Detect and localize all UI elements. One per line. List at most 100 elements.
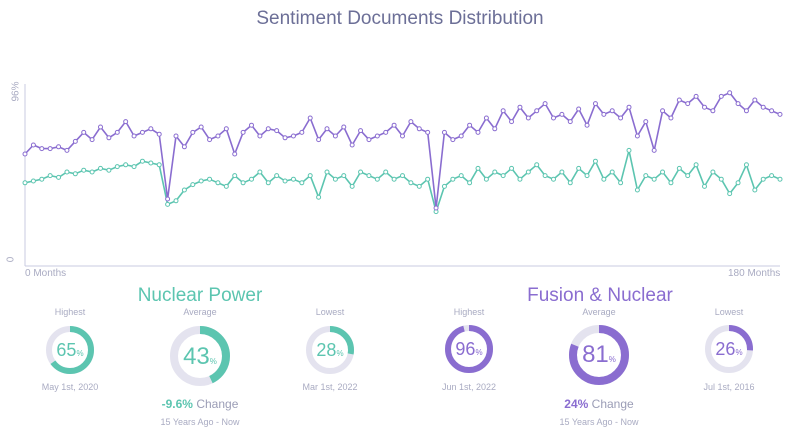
data-point xyxy=(139,129,145,135)
data-point xyxy=(358,128,364,134)
data-point xyxy=(89,169,95,175)
data-point xyxy=(341,124,347,130)
data-point xyxy=(651,176,657,182)
data-point xyxy=(492,169,498,175)
data-point xyxy=(257,169,263,175)
x-tick-start: 0 Months xyxy=(25,268,67,279)
data-point xyxy=(500,173,506,179)
data-point xyxy=(64,169,70,175)
fusion-lowest-label: Lowest xyxy=(714,307,744,317)
data-point xyxy=(551,115,556,121)
data-point xyxy=(391,176,397,182)
data-point xyxy=(366,137,372,143)
y-tick-max: 96% xyxy=(10,81,22,102)
series-1 xyxy=(22,147,783,215)
nuclear-change: -9.6% Change xyxy=(161,397,239,411)
data-point xyxy=(576,106,582,112)
data-point xyxy=(240,180,246,186)
data-point xyxy=(676,97,682,103)
data-point xyxy=(156,131,162,137)
data-point xyxy=(165,201,171,207)
data-point xyxy=(383,129,389,135)
data-point xyxy=(752,187,758,193)
data-point xyxy=(425,176,431,182)
data-point xyxy=(660,108,666,114)
data-point xyxy=(56,144,62,150)
data-point xyxy=(743,162,749,168)
data-point xyxy=(232,151,238,157)
data-point xyxy=(358,169,364,175)
data-point xyxy=(509,165,515,171)
data-point xyxy=(450,176,456,182)
data-point xyxy=(139,158,145,164)
data-point xyxy=(299,180,305,186)
fusion-change: 24% Change xyxy=(564,397,634,411)
data-point xyxy=(685,101,691,107)
data-point xyxy=(475,129,481,135)
data-point xyxy=(693,162,699,168)
data-point xyxy=(22,151,28,157)
data-point xyxy=(173,133,179,139)
data-point xyxy=(332,176,338,182)
data-point xyxy=(39,176,45,182)
line-chart xyxy=(22,84,783,267)
nuclear-period: 15 Years Ago - Now xyxy=(160,417,240,427)
data-point xyxy=(626,147,632,153)
data-point xyxy=(274,128,280,134)
data-point xyxy=(517,176,523,182)
data-point xyxy=(207,137,213,143)
data-point xyxy=(710,108,716,114)
data-point xyxy=(39,146,45,152)
data-point xyxy=(492,126,498,132)
data-point xyxy=(383,169,389,175)
data-point xyxy=(290,133,296,139)
data-point xyxy=(249,122,254,128)
data-point xyxy=(727,191,733,197)
data-point xyxy=(366,173,372,179)
data-point xyxy=(584,173,590,179)
data-point xyxy=(441,129,447,135)
data-point xyxy=(223,126,229,132)
data-point xyxy=(760,104,766,110)
data-point xyxy=(743,108,749,114)
series-0 xyxy=(22,90,783,211)
data-point xyxy=(668,180,674,186)
data-point xyxy=(148,160,154,166)
data-point xyxy=(567,119,573,125)
data-point xyxy=(542,173,548,179)
data-point xyxy=(668,115,674,121)
data-point xyxy=(618,115,624,121)
data-point xyxy=(525,115,531,121)
data-point xyxy=(769,173,775,179)
nuclear-power-title: Nuclear Power xyxy=(137,285,263,306)
data-point xyxy=(592,101,598,107)
data-point xyxy=(634,133,640,139)
data-point xyxy=(173,198,179,204)
data-point xyxy=(542,101,548,107)
data-point xyxy=(769,108,775,114)
data-point xyxy=(349,142,355,148)
fusion-period: 15 Years Ago - Now xyxy=(559,417,639,427)
data-point xyxy=(727,90,733,96)
data-point xyxy=(551,176,556,182)
data-point xyxy=(509,119,515,125)
series-line-0 xyxy=(24,92,781,209)
data-point xyxy=(718,93,724,99)
fusion-highest-date: Jun 1st, 2022 xyxy=(441,382,497,392)
data-point xyxy=(391,122,397,128)
data-point xyxy=(609,108,615,114)
data-point xyxy=(592,158,598,164)
data-point xyxy=(634,187,640,193)
data-point xyxy=(81,129,87,135)
data-point xyxy=(416,126,422,132)
data-point xyxy=(299,129,305,135)
y-tick-min: 0 xyxy=(5,256,17,263)
data-point xyxy=(324,126,330,132)
fusion-highest-label: Highest xyxy=(453,307,485,317)
data-point xyxy=(215,133,221,139)
data-point xyxy=(198,178,204,184)
data-point xyxy=(290,176,296,182)
data-point xyxy=(282,135,288,141)
data-point xyxy=(458,173,464,179)
data-point xyxy=(475,165,481,171)
